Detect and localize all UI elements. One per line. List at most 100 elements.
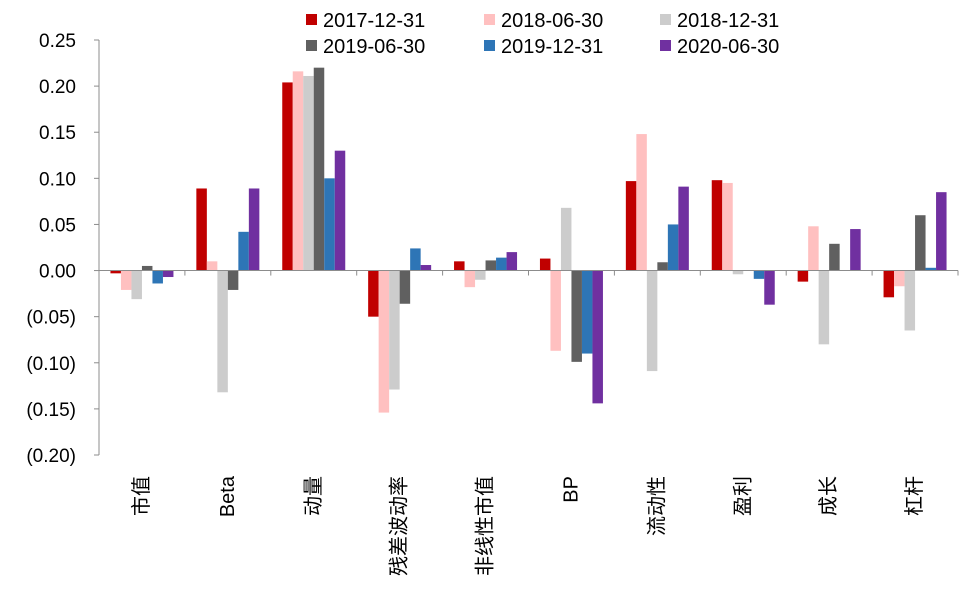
bar: [925, 267, 937, 271]
bar: [571, 270, 582, 362]
y-tick-label: 0.00: [39, 262, 76, 283]
bar: [313, 67, 325, 271]
bar: [110, 270, 121, 274]
bar: [206, 261, 218, 271]
legend-label: 2017-12-31: [323, 10, 425, 32]
bar: [732, 270, 744, 275]
bar: [464, 270, 476, 288]
bar: [399, 270, 411, 304]
legend: 2017-12-31 2018-06-30 2018-12-31 2019-06-30…: [306, 10, 779, 58]
bar: [131, 270, 142, 300]
bar: [625, 181, 637, 271]
bar: [368, 270, 379, 317]
bar: [711, 180, 723, 271]
bar: [485, 260, 497, 271]
bar: [496, 257, 507, 271]
x-tick-label: 杠杆: [903, 476, 926, 516]
bar: [292, 71, 304, 271]
bar: [454, 261, 465, 271]
x-tick-label: 动量: [302, 476, 325, 516]
bar: [904, 270, 916, 331]
bar: [818, 270, 830, 345]
y-tick-label: (0.10): [26, 354, 76, 375]
bar: [592, 270, 603, 404]
bar: [894, 270, 905, 287]
bar: [657, 262, 668, 271]
bar: [560, 207, 572, 271]
legend-label: 2020-06-30: [677, 36, 779, 58]
bar: [410, 248, 421, 271]
bar: [581, 270, 593, 354]
bar: [936, 192, 947, 271]
bar: [282, 82, 293, 271]
y-tick-label: 0.20: [39, 77, 76, 98]
bar: [217, 270, 228, 393]
bar: [248, 188, 260, 271]
legend-label: 2019-12-31: [501, 36, 603, 58]
bar: [667, 224, 679, 271]
bar: [141, 265, 153, 271]
y-tick-label: (0.05): [26, 308, 76, 329]
bar: [389, 270, 400, 390]
bar: [162, 270, 174, 278]
legend-swatch: [484, 40, 495, 51]
legend-swatch: [660, 14, 671, 25]
bar: [550, 270, 561, 351]
bar: [808, 226, 819, 271]
bar: [915, 215, 926, 271]
y-tick-label: 0.15: [39, 123, 76, 144]
bar: [420, 265, 432, 271]
bar: [227, 270, 239, 290]
bar: [506, 252, 518, 271]
bar: [539, 258, 551, 271]
legend-item: 2018-12-31: [660, 10, 779, 32]
bar: [850, 229, 861, 271]
bar: [797, 270, 809, 282]
bar: [378, 270, 390, 413]
legend-swatch: [660, 40, 671, 51]
y-tick-label: (0.15): [26, 400, 76, 421]
bar: [678, 186, 689, 271]
x-tick-label: 成长: [817, 476, 840, 516]
bar: [636, 134, 647, 271]
bar: [722, 182, 733, 271]
bar: [764, 270, 775, 305]
bar: [120, 270, 132, 290]
legend-item: 2020-06-30: [660, 36, 779, 58]
x-tick-label: 非线性市值: [474, 476, 497, 576]
legend-item: 2018-06-30: [484, 10, 603, 32]
bar: [324, 178, 335, 271]
x-tick-label: 市值: [130, 476, 153, 516]
x-tick-label: BP: [560, 476, 582, 503]
legend-label: 2019-06-30: [323, 36, 425, 58]
bar: [829, 243, 840, 271]
x-tick-label: Beta: [217, 475, 239, 517]
bar: [334, 150, 346, 271]
bar: [475, 270, 486, 280]
bar: [753, 270, 765, 279]
legend-item: 2019-06-30: [306, 36, 425, 58]
legend-item: 2017-12-31: [306, 10, 425, 32]
legend-swatch: [306, 40, 317, 51]
y-tick-label: 0.10: [39, 169, 76, 190]
x-tick-label: 盈利: [731, 476, 754, 516]
legend-label: 2018-06-30: [501, 10, 603, 32]
x-tick-label: 流动性: [645, 476, 668, 536]
y-tick-label: (0.20): [26, 446, 76, 467]
bars: [110, 67, 947, 413]
y-axis: 0.25 0.20 0.15 0.10 0.05 0.00 (0.05) (0.10) (0.1…: [26, 31, 100, 467]
legend-swatch: [484, 14, 495, 25]
bar: [238, 231, 249, 271]
bar: [152, 270, 163, 284]
bar: [646, 270, 658, 372]
legend-label: 2018-12-31: [677, 10, 779, 32]
bar: [303, 75, 314, 271]
bar: [196, 188, 207, 271]
y-tick-label: 0.05: [39, 215, 76, 236]
y-tick-label: 0.25: [39, 31, 76, 52]
x-axis: 市值 Beta 动量 残差波动率 非线性市值 BP 流动性 盈利 成长 杠杆: [98, 270, 959, 576]
legend-item: 2019-12-31: [484, 36, 603, 58]
bar: [883, 270, 895, 298]
x-tick-label: 残差波动率: [388, 476, 411, 576]
